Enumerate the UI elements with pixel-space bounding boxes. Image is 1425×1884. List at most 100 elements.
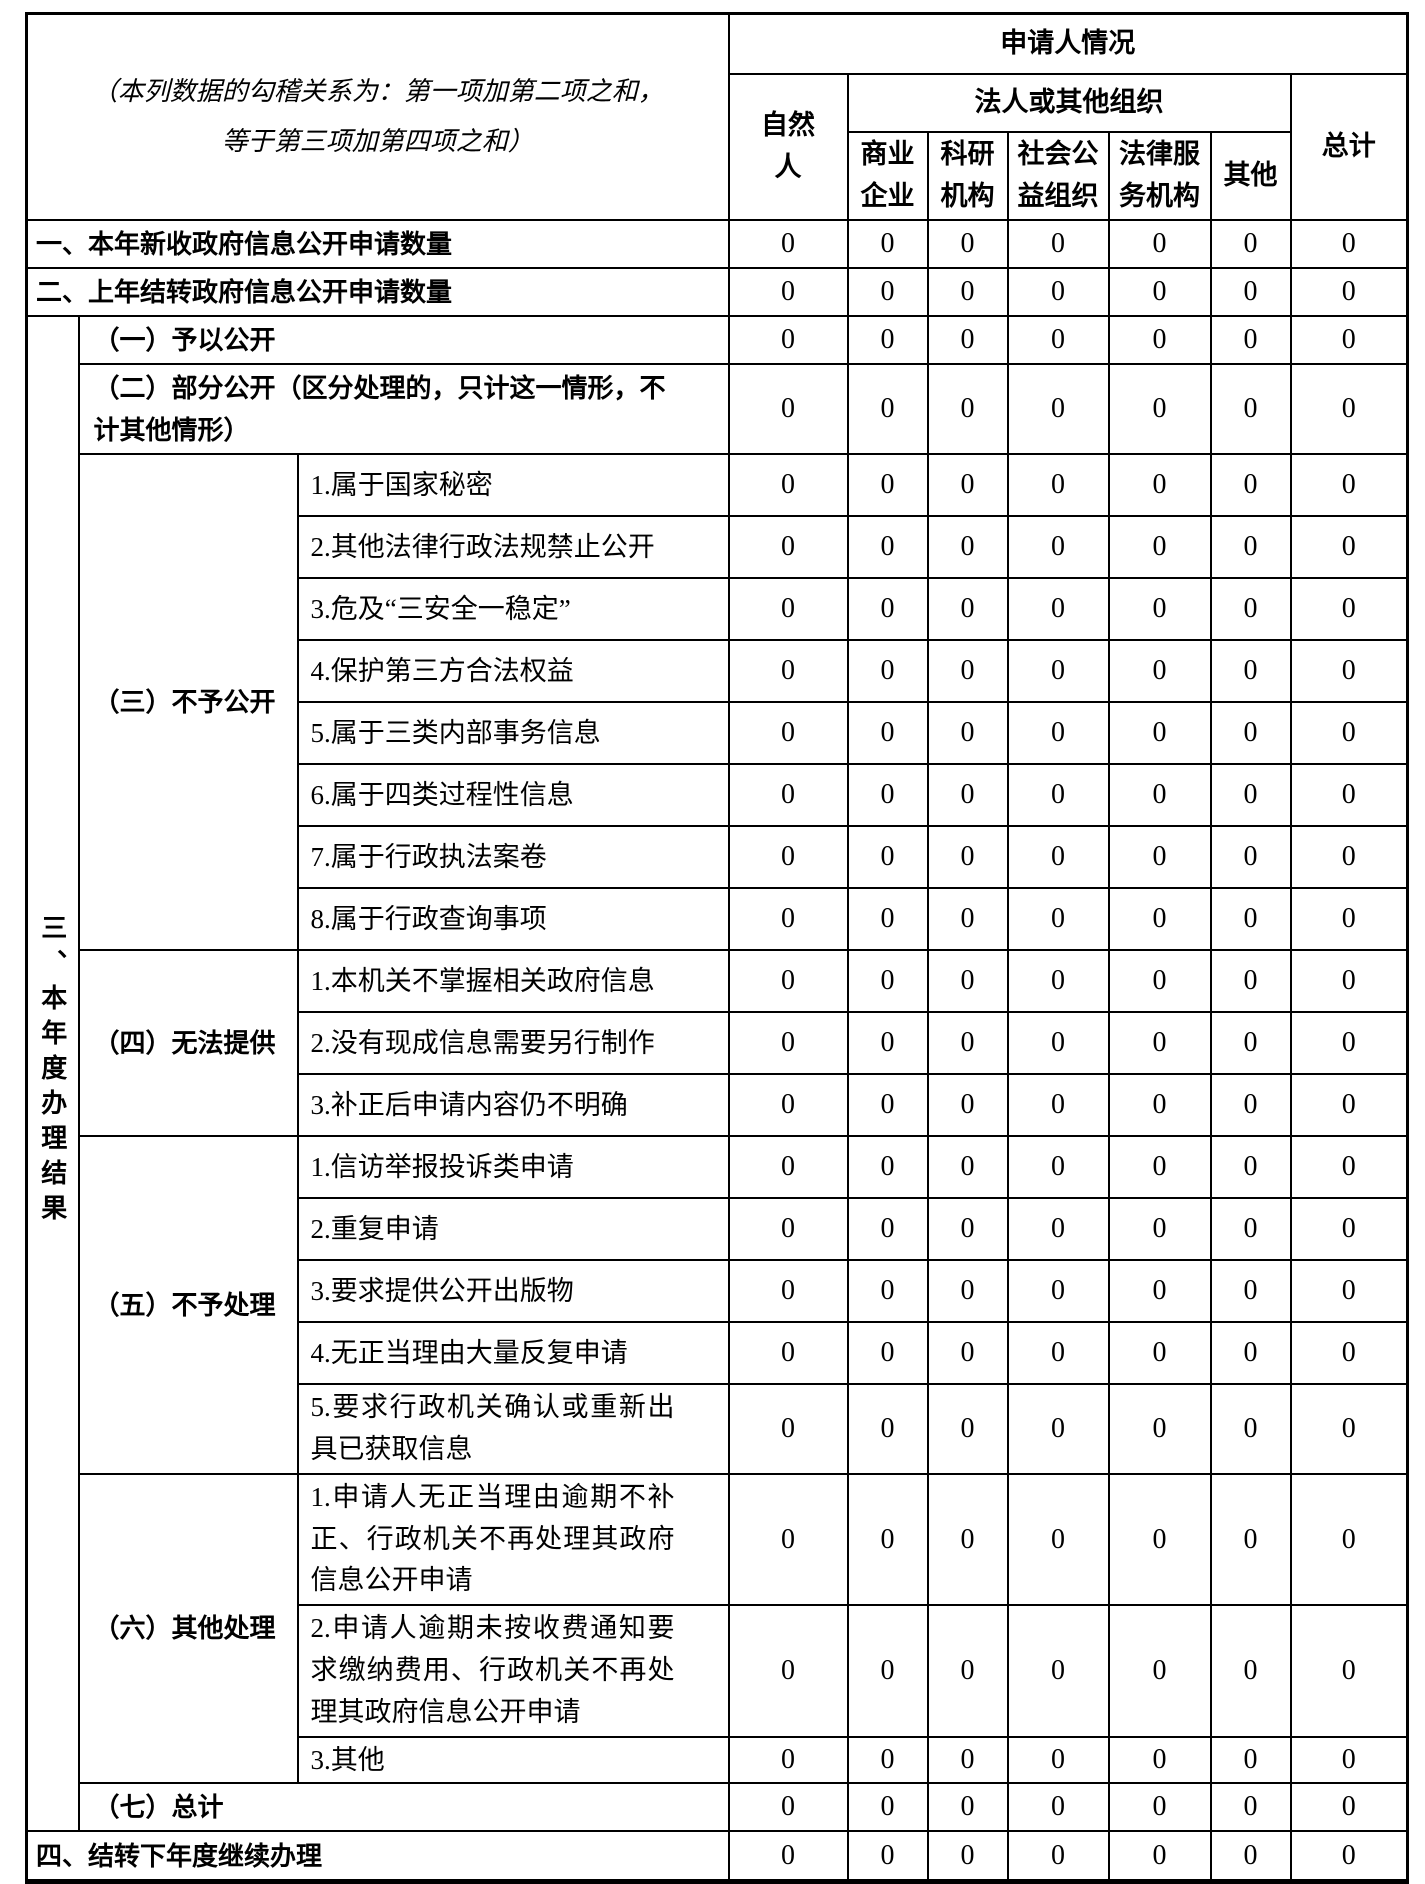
- value-cell: 0: [1289, 639, 1409, 704]
- value-cell: 0: [1107, 1830, 1212, 1884]
- header-total: 总计: [1289, 72, 1409, 221]
- value-cell: 0: [727, 266, 849, 317]
- value-cell: 0: [1006, 1472, 1110, 1607]
- value-cell: 0: [1289, 1735, 1409, 1785]
- group-open-label: （一）予以公开: [77, 314, 730, 365]
- value-cell: 0: [1209, 362, 1292, 456]
- value-cell: 0: [926, 1135, 1009, 1200]
- value-cell: 0: [1209, 701, 1292, 766]
- note-cell: （本列数据的勾稽关系为：第一项加第二项之和， 等于第三项加第四项之和）: [25, 12, 730, 221]
- value-cell: 0: [1289, 266, 1409, 317]
- group-unable-provide-label: （四）无法提供: [77, 949, 299, 1138]
- value-cell: 0: [1289, 1197, 1409, 1262]
- value-cell: 0: [1289, 362, 1409, 456]
- value-cell: 0: [846, 314, 929, 365]
- item-label: 4.无正当理由大量反复申请: [296, 1321, 730, 1386]
- value-cell: 0: [1289, 1073, 1409, 1138]
- value-cell: 0: [727, 218, 849, 269]
- value-cell: 0: [1209, 763, 1292, 828]
- value-cell: 0: [926, 1073, 1009, 1138]
- header-sub-col-public-welfare: 社会公益组织: [1006, 130, 1110, 221]
- value-cell: 0: [1209, 1472, 1292, 1607]
- value-cell: 0: [1289, 1830, 1409, 1884]
- value-cell: 0: [1107, 1782, 1212, 1833]
- item-label: 3.补正后申请内容仍不明确: [296, 1073, 730, 1138]
- value-cell: 0: [1107, 1604, 1212, 1738]
- header-sub-col-other: 其他: [1209, 130, 1292, 221]
- value-cell: 0: [1006, 453, 1110, 518]
- value-cell: 0: [926, 701, 1009, 766]
- value-cell: 0: [926, 1472, 1009, 1607]
- value-cell: 0: [1107, 453, 1212, 518]
- value-cell: 0: [926, 515, 1009, 580]
- value-cell: 0: [846, 218, 929, 269]
- value-cell: 0: [1107, 1135, 1212, 1200]
- value-cell: 0: [926, 1735, 1009, 1785]
- note-line1: （本列数据的勾稽关系为：第一项加第二项之和，: [91, 77, 664, 107]
- value-cell: 0: [727, 949, 849, 1014]
- value-cell: 0: [1289, 314, 1409, 365]
- value-cell: 0: [727, 1735, 849, 1785]
- row-new-requests-label: 一、本年新收政府信息公开申请数量: [25, 218, 730, 269]
- value-cell: 0: [926, 453, 1009, 518]
- value-cell: 0: [926, 1011, 1009, 1076]
- value-cell: 0: [846, 1782, 929, 1833]
- value-cell: 0: [846, 577, 929, 642]
- value-cell: 0: [727, 825, 849, 890]
- value-cell: 0: [1209, 1197, 1292, 1262]
- row-next-year-label: 四、结转下年度继续办理: [25, 1830, 730, 1884]
- item-label: 1.属于国家秘密: [296, 453, 730, 518]
- value-cell: 0: [1107, 1383, 1212, 1475]
- value-cell: 0: [1289, 1383, 1409, 1475]
- value-cell: 0: [727, 314, 849, 365]
- value-cell: 0: [1209, 515, 1292, 580]
- value-cell: 0: [926, 639, 1009, 704]
- value-cell: 0: [926, 218, 1009, 269]
- group-not-open-label: （三）不予公开: [77, 453, 299, 952]
- value-cell: 0: [846, 1135, 929, 1200]
- value-cell: 0: [846, 1011, 929, 1076]
- value-cell: 0: [1107, 1321, 1212, 1386]
- header-natural-person: 自然人: [727, 72, 849, 221]
- value-cell: 0: [1107, 887, 1212, 952]
- value-cell: 0: [1209, 1321, 1292, 1386]
- value-cell: 0: [727, 362, 849, 456]
- item-label: 2.没有现成信息需要另行制作: [296, 1011, 730, 1076]
- value-cell: 0: [727, 1383, 849, 1475]
- value-cell: 0: [926, 825, 1009, 890]
- value-cell: 0: [1006, 1135, 1110, 1200]
- value-cell: 0: [1289, 1604, 1409, 1738]
- value-cell: 0: [727, 515, 849, 580]
- group-total-label: （七）总计: [77, 1782, 730, 1833]
- value-cell: 0: [846, 515, 929, 580]
- value-cell: 0: [846, 701, 929, 766]
- value-cell: 0: [926, 314, 1009, 365]
- value-cell: 0: [926, 1383, 1009, 1475]
- value-cell: 0: [1289, 453, 1409, 518]
- value-cell: 0: [846, 1735, 929, 1785]
- value-cell: 0: [1209, 1259, 1292, 1324]
- item-label: 3.其他: [296, 1735, 730, 1785]
- value-cell: 0: [926, 1197, 1009, 1262]
- value-cell: 0: [1107, 1197, 1212, 1262]
- value-cell: 0: [1289, 763, 1409, 828]
- value-cell: 0: [1209, 1073, 1292, 1138]
- value-cell: 0: [1006, 1383, 1110, 1475]
- value-cell: 0: [846, 1604, 929, 1738]
- value-cell: 0: [727, 887, 849, 952]
- value-cell: 0: [1006, 1735, 1110, 1785]
- value-cell: 0: [846, 1383, 929, 1475]
- value-cell: 0: [727, 1259, 849, 1324]
- value-cell: 0: [1006, 1830, 1110, 1884]
- value-cell: 0: [1006, 701, 1110, 766]
- item-label: 1.申请人无正当理由逾期不补正、行政机关不再处理其政府信息公开申请: [296, 1472, 730, 1607]
- disclosure-table: （本列数据的勾稽关系为：第一项加第二项之和， 等于第三项加第四项之和） 申请人情…: [25, 12, 1410, 1884]
- value-cell: 0: [1289, 825, 1409, 890]
- value-cell: 0: [926, 1782, 1009, 1833]
- value-cell: 0: [727, 1073, 849, 1138]
- value-cell: 0: [1006, 1604, 1110, 1738]
- value-cell: 0: [727, 1472, 849, 1607]
- value-cell: 0: [1107, 218, 1212, 269]
- value-cell: 0: [926, 763, 1009, 828]
